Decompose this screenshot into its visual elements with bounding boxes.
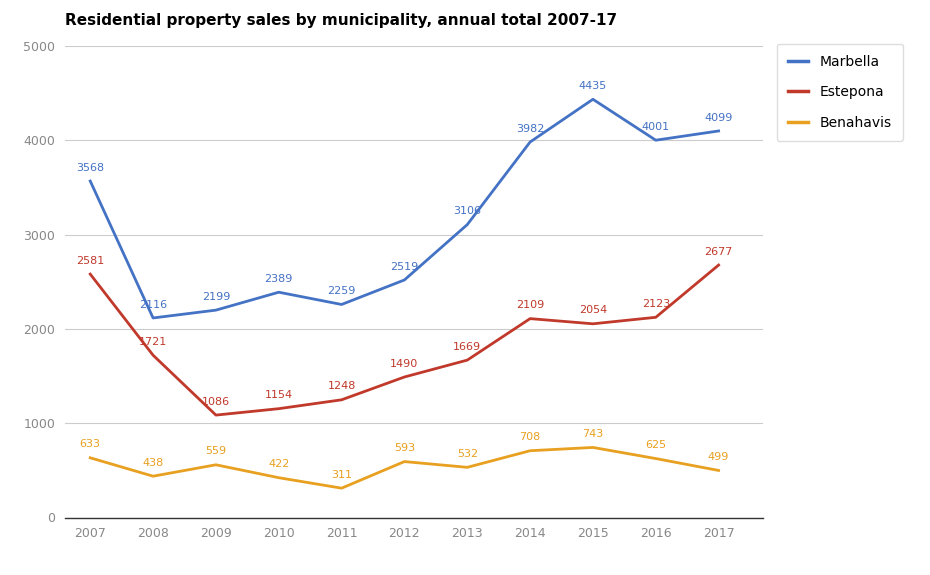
Text: 2259: 2259 bbox=[327, 286, 356, 296]
Text: 2677: 2677 bbox=[704, 247, 733, 256]
Estepona bbox=[650, 314, 661, 321]
Text: 4001: 4001 bbox=[642, 122, 670, 132]
Text: 625: 625 bbox=[645, 440, 666, 450]
Marbella bbox=[525, 139, 536, 145]
Text: 1490: 1490 bbox=[391, 359, 418, 369]
Text: 633: 633 bbox=[80, 439, 100, 450]
Text: 1721: 1721 bbox=[139, 337, 167, 347]
Line: Benahavis: Benahavis bbox=[90, 447, 719, 488]
Benahavis bbox=[148, 473, 159, 480]
Marbella bbox=[588, 96, 599, 103]
Text: 2389: 2389 bbox=[264, 274, 293, 284]
Estepona bbox=[210, 412, 221, 419]
Benahavis bbox=[399, 458, 410, 465]
Text: 2519: 2519 bbox=[391, 262, 418, 271]
Marbella bbox=[148, 315, 159, 321]
Benahavis bbox=[210, 461, 221, 468]
Text: 532: 532 bbox=[457, 449, 478, 459]
Estepona bbox=[273, 405, 285, 412]
Benahavis bbox=[85, 454, 96, 461]
Marbella bbox=[85, 178, 96, 185]
Text: 4435: 4435 bbox=[578, 81, 607, 91]
Text: 3106: 3106 bbox=[453, 206, 481, 216]
Estepona bbox=[525, 315, 536, 322]
Benahavis bbox=[713, 467, 724, 474]
Text: 2054: 2054 bbox=[578, 305, 607, 316]
Text: 2123: 2123 bbox=[642, 299, 670, 309]
Marbella bbox=[336, 301, 347, 308]
Legend: Marbella, Estepona, Benahavis: Marbella, Estepona, Benahavis bbox=[777, 44, 903, 141]
Marbella bbox=[650, 137, 661, 144]
Marbella bbox=[399, 277, 410, 283]
Text: 559: 559 bbox=[206, 446, 227, 457]
Text: 2109: 2109 bbox=[516, 300, 544, 311]
Text: 2581: 2581 bbox=[76, 256, 104, 266]
Text: 4099: 4099 bbox=[704, 113, 733, 122]
Benahavis bbox=[336, 485, 347, 492]
Marbella bbox=[461, 221, 472, 228]
Marbella bbox=[713, 128, 724, 135]
Benahavis bbox=[588, 444, 599, 451]
Marbella bbox=[210, 306, 221, 313]
Text: 422: 422 bbox=[268, 459, 289, 469]
Benahavis bbox=[273, 474, 285, 481]
Estepona bbox=[399, 374, 410, 381]
Line: Marbella: Marbella bbox=[90, 99, 719, 318]
Estepona bbox=[336, 396, 347, 403]
Estepona bbox=[588, 320, 599, 327]
Text: Residential property sales by municipality, annual total 2007-17: Residential property sales by municipali… bbox=[65, 13, 618, 28]
Benahavis bbox=[650, 455, 661, 462]
Text: 1154: 1154 bbox=[265, 390, 293, 400]
Text: 311: 311 bbox=[331, 470, 352, 480]
Benahavis bbox=[525, 447, 536, 454]
Text: 1086: 1086 bbox=[202, 397, 230, 407]
Text: 2116: 2116 bbox=[139, 300, 167, 309]
Text: 1248: 1248 bbox=[327, 381, 356, 392]
Line: Estepona: Estepona bbox=[90, 265, 719, 415]
Estepona bbox=[148, 352, 159, 359]
Text: 3568: 3568 bbox=[76, 163, 104, 172]
Estepona bbox=[713, 262, 724, 269]
Marbella bbox=[273, 289, 285, 296]
Text: 499: 499 bbox=[708, 452, 729, 462]
Estepona bbox=[85, 271, 96, 278]
Text: 743: 743 bbox=[582, 429, 604, 439]
Text: 1669: 1669 bbox=[453, 342, 482, 352]
Estepona bbox=[461, 356, 472, 363]
Text: 593: 593 bbox=[394, 443, 415, 453]
Text: 2199: 2199 bbox=[202, 292, 230, 302]
Benahavis bbox=[461, 464, 472, 471]
Text: 3982: 3982 bbox=[516, 124, 544, 133]
Text: 438: 438 bbox=[142, 458, 164, 468]
Text: 708: 708 bbox=[520, 432, 540, 442]
